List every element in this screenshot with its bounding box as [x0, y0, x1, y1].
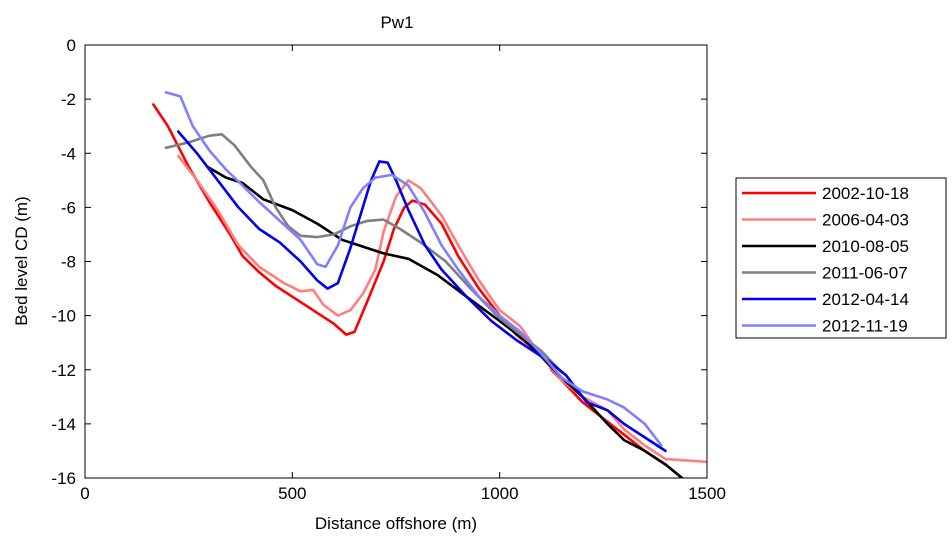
y-tick-label: -2 [61, 90, 76, 109]
y-tick-label: -8 [61, 253, 76, 272]
chart-title: Pw1 [380, 13, 413, 32]
y-tick-label: -12 [51, 361, 76, 380]
legend-label: 2010-08-05 [822, 237, 909, 256]
x-tick-label: 1500 [688, 484, 726, 503]
legend-box [735, 177, 947, 339]
y-axis: 0 -2 -4 -6 -8 -10 -12 -14 -16 [51, 36, 707, 488]
x-tick-label: 500 [278, 484, 306, 503]
series-line-2012-04-14 [177, 130, 667, 453]
plot-area-frame [84, 44, 708, 479]
legend-label: 2011-06-07 [822, 264, 908, 283]
series-layer [152, 91, 707, 478]
series-line-2002-10-18 [152, 103, 684, 478]
legend-label: 2012-04-14 [822, 290, 909, 309]
legend-label: 2002-10-18 [822, 184, 909, 203]
x-axis-label: Distance offshore (m) [315, 514, 477, 533]
legend-label: 2006-04-03 [822, 211, 909, 230]
series-line-2010-08-05 [206, 165, 684, 478]
legend-label: 2012-11-19 [822, 317, 908, 336]
y-tick-label: -16 [51, 469, 76, 488]
y-tick-label: -4 [61, 144, 76, 163]
x-tick-label: 1000 [481, 484, 519, 503]
y-tick-label: -14 [51, 415, 76, 434]
y-axis-label: Bed level CD (m) [12, 196, 31, 325]
y-tick-label: -6 [61, 198, 76, 217]
x-axis: 0 500 1000 1500 [80, 45, 726, 503]
x-tick-label: 0 [80, 484, 89, 503]
series-line-2012-11-19 [164, 91, 663, 447]
y-tick-label: -10 [51, 307, 76, 326]
y-tick-label: 0 [67, 36, 76, 55]
legend: 2002-10-18 2006-04-03 2010-08-05 2011-06-07… [735, 177, 947, 339]
